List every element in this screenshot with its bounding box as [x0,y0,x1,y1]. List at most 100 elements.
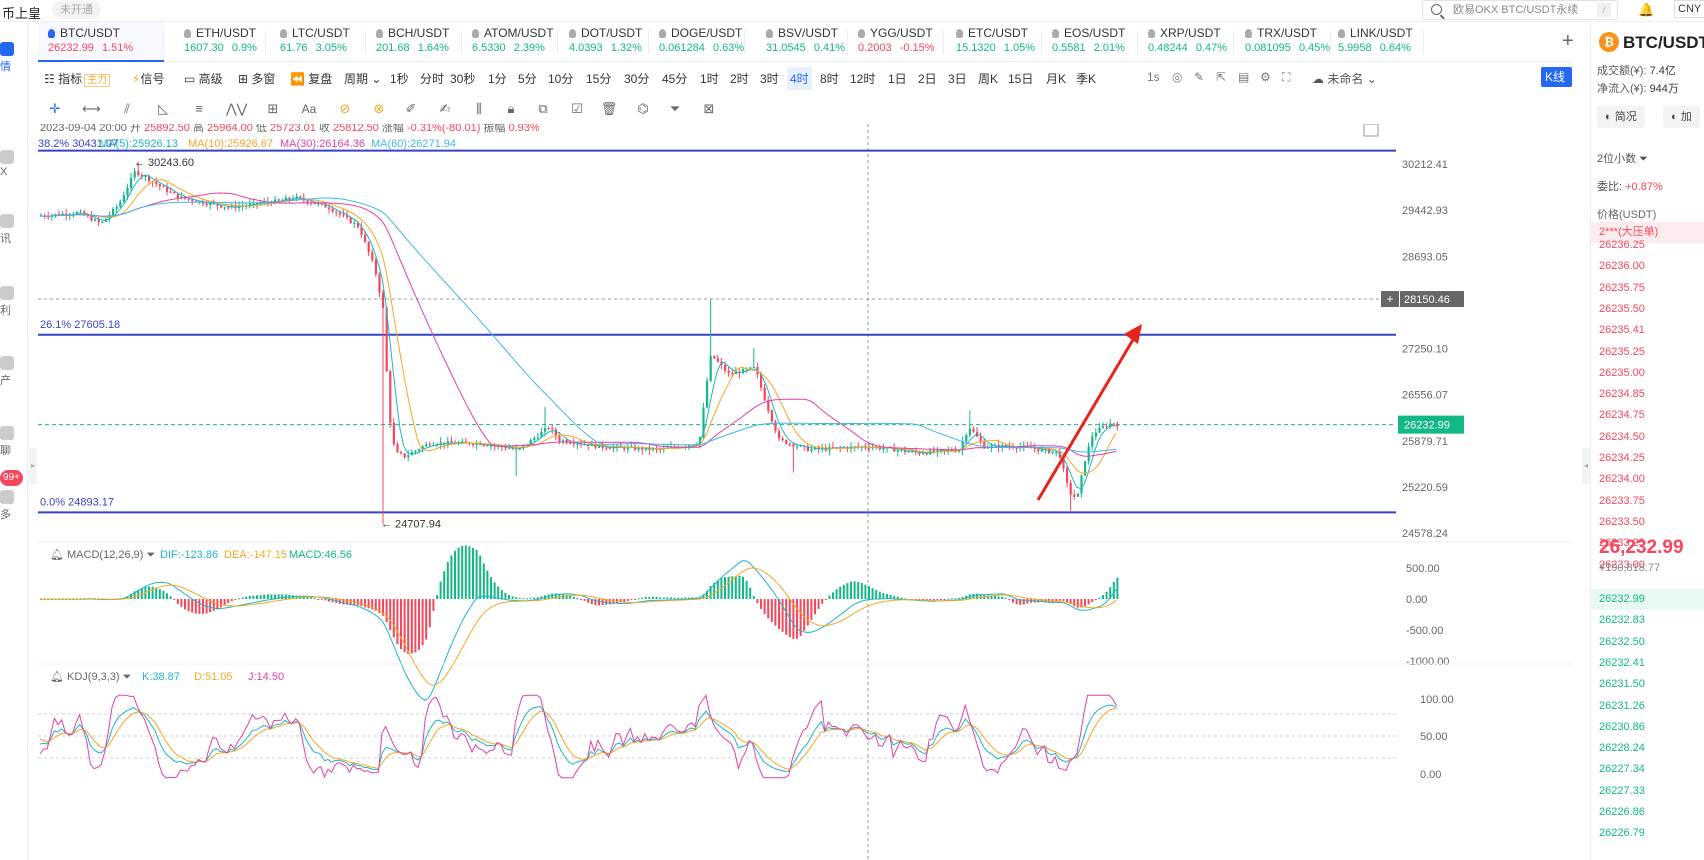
refresh-rate[interactable]: 1s [1147,70,1160,84]
ticker-atom-usdt[interactable]: ATOM/USDT 6.5330 2.39% [462,22,558,62]
bid-row[interactable]: 26228.24 [1591,738,1704,759]
pen-icon[interactable]: ✎ [1194,70,1205,84]
interval-10分[interactable]: 10分 [548,72,574,86]
crosshair-icon[interactable]: ✛ [49,101,61,116]
link-icon[interactable]: ⌬ [637,101,649,116]
ask-row[interactable]: 26236.25 [1591,235,1704,256]
decimals-dropdown[interactable]: 2位小数 ⏷ [1597,153,1648,165]
signal-button[interactable]: ⚡信号 [132,70,164,87]
app-brand[interactable]: 币上皇 [2,6,42,21]
ticker-eos-usdt[interactable]: EOS/USDT 0.5581 2.01% [1042,22,1138,62]
angle-icon[interactable]: ◺ [158,101,168,116]
ticker-bsv-usdt[interactable]: BSV/USDT 31.0545 0.41% [756,22,848,62]
collapse-right-icon[interactable]: ◂ [1582,448,1590,484]
advanced-button[interactable]: ▭ 高级 [184,72,223,86]
interval-15日[interactable]: 15日 [1008,72,1034,86]
collapse-left-icon[interactable]: ▸ [29,448,37,484]
ticker-dot-usdt[interactable]: DOT/USDT 4.0393 1.32% [559,22,649,62]
bid-row[interactable]: 26231.26 [1591,696,1704,717]
ask-row[interactable]: 26236.00 [1591,256,1704,277]
bid-row[interactable]: 26232.99 [1591,589,1704,610]
interval-周K[interactable]: 周K [978,72,999,86]
ticker-eth-usdt[interactable]: ETH/USDT 1607.30 0.9% [174,22,266,62]
wave-icon[interactable]: ⋀⋁ [226,101,248,116]
nav-item-6[interactable]: 多 [0,490,28,522]
replay-button[interactable]: ⏪ 复盘 [290,72,333,86]
ticker-ltc-usdt[interactable]: LTC/USDT 61.76 3.05% [270,22,366,62]
interval-45分[interactable]: 45分 [662,72,688,86]
trend-line-icon[interactable]: ⫽ [124,101,130,116]
ticker-etc-usdt[interactable]: ETC/USDT 15.1320 1.05% [946,22,1042,62]
nav-item-4[interactable]: 产 [0,356,28,388]
ask-row[interactable]: 26235.75 [1591,278,1704,299]
ask-row[interactable]: 26235.25 [1591,342,1704,363]
candle-icon[interactable]: ⫼ [476,101,482,116]
trash-icon[interactable]: 🗑︎ [600,101,618,116]
interval-1分[interactable]: 1分 [488,72,507,86]
interval-30秒[interactable]: 30秒 [450,72,476,86]
hide-drawings-icon[interactable]: ⊠ [703,101,715,116]
nav-item-5[interactable]: 聊 [0,426,28,458]
ask-row[interactable]: 26233.25 [1591,533,1704,554]
notes-icon[interactable]: ☑ [571,101,583,116]
weak-magnet-icon[interactable]: ⊗ [373,101,385,116]
interval-1秒[interactable]: 1秒 [390,72,409,86]
layout-name-dropdown[interactable]: ☁ 未命名 ⌄ [1312,72,1377,86]
bid-row[interactable]: 26230.86 [1591,717,1704,738]
interval-3日[interactable]: 3日 [948,72,967,86]
settings-icon[interactable]: ⚙ [1260,70,1271,84]
period-dropdown[interactable]: 周期 ⌄ [344,72,382,86]
ask-row[interactable]: 26235.00 [1591,363,1704,384]
copy-icon[interactable]: ⧉ [538,101,548,116]
bell-icon[interactable]: 🔔 [1638,2,1655,17]
chart-area[interactable]: 2023-09-04 20:00 开 25892.50 高 25964.00 低… [38,124,1572,860]
horizontal-line-icon[interactable]: ⟷ [82,101,101,116]
bid-row[interactable]: 26227.34 [1591,759,1704,780]
lock-icon[interactable]: 🔒︎ [507,101,515,116]
ask-row[interactable]: 26234.00 [1591,469,1704,490]
ask-row[interactable]: 26233.75 [1591,491,1704,512]
add-ticker-icon[interactable]: + [1562,30,1574,52]
nav-item-3[interactable]: 利 [0,286,28,318]
interval-季K[interactable]: 季K [1076,72,1097,86]
ask-row[interactable]: 26234.25 [1591,448,1704,469]
measure-icon[interactable]: ⊞ [267,101,279,116]
layout-icon[interactable]: ▤ [1238,70,1250,84]
ruler-icon[interactable]: ✐ [405,101,417,116]
interval-8时[interactable]: 8时 [820,72,839,86]
bid-row[interactable]: 26232.41 [1591,653,1704,674]
account-status-badge[interactable]: 未开通 [52,1,101,19]
ask-row[interactable]: 26233.50 [1591,512,1704,533]
bid-row[interactable]: 26226.79 [1591,823,1704,844]
nav-item-1[interactable]: X [0,150,28,178]
ask-row[interactable]: 26234.85 [1591,384,1704,405]
ticker-btc-usdt[interactable]: BTC/USDT 26232.99 1.51% [38,22,164,62]
ticker-doge-usdt[interactable]: DOGE/USDT 0.061284 0.63% [649,22,745,62]
interval-月K[interactable]: 月K [1046,72,1067,86]
magnet-icon[interactable]: ⊘ [339,101,351,116]
big-order-row[interactable]: 2***(大压单) [1591,222,1704,243]
bid-row[interactable]: 26232.83 [1591,610,1704,631]
ticker-trx-usdt[interactable]: TRX/USDT 0.081095 0.45% [1235,22,1331,62]
ask-row[interactable]: 26234.75 [1591,405,1704,426]
indicator-button[interactable]: ☷ 指标 主力 [44,70,111,87]
interval-4时[interactable]: 4时 [787,67,812,90]
camera-icon[interactable]: ◎ [1172,70,1183,84]
interval-12时[interactable]: 12时 [850,72,876,86]
interval-1时[interactable]: 1时 [700,72,719,86]
interval-1日[interactable]: 1日 [888,72,907,86]
bid-row[interactable]: 26232.50 [1591,632,1704,653]
ask-row[interactable]: 26233.00 [1591,555,1704,576]
tab-more[interactable]: ◐ 加 [1663,106,1700,128]
interval-2日[interactable]: 2日 [918,72,937,86]
search-input[interactable]: 欧易OKX BTC/USDT永续 / [1422,0,1618,20]
interval-5分[interactable]: 5分 [518,72,537,86]
text-icon[interactable]: Aa [301,102,317,116]
interval-15分[interactable]: 15分 [586,72,612,86]
interval-分时[interactable]: 分时 [420,72,445,86]
interval-30分[interactable]: 30分 [624,72,650,86]
kline-chart[interactable]: 2023-09-04 20:00 开 25892.50 高 25964.00 低… [38,124,1572,860]
ask-row[interactable]: 26234.50 [1591,427,1704,448]
interval-2时[interactable]: 2时 [730,72,749,86]
bid-row[interactable]: 26231.50 [1591,674,1704,695]
